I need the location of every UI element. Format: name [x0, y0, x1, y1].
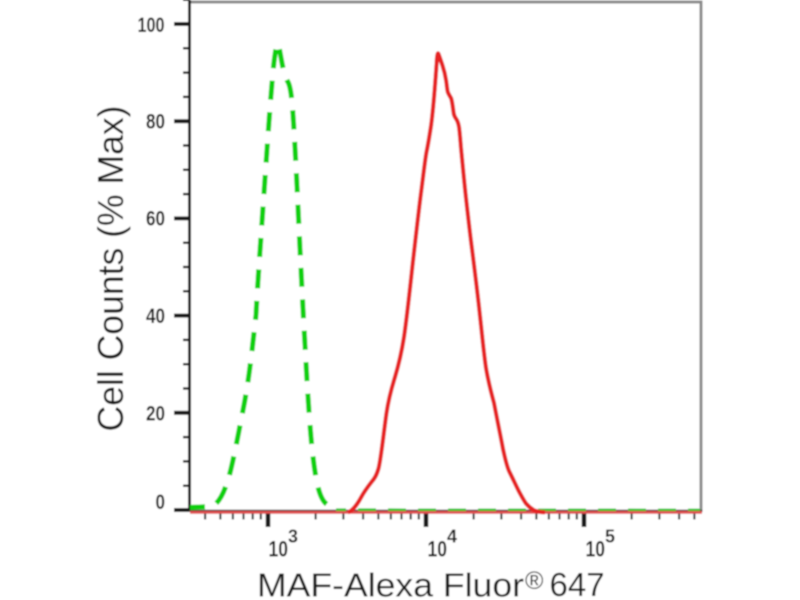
- svg-text:MAF-Alexa Fluor: MAF-Alexa Fluor: [257, 567, 524, 600]
- svg-text:20: 20: [146, 403, 165, 426]
- svg-text:10: 10: [269, 537, 289, 562]
- svg-text:100: 100: [138, 14, 165, 37]
- svg-text:5: 5: [605, 526, 615, 547]
- svg-text:60: 60: [146, 208, 165, 231]
- svg-text:4: 4: [447, 526, 458, 547]
- svg-text:3: 3: [288, 526, 298, 547]
- svg-text:10: 10: [428, 537, 448, 562]
- svg-text:Cell Counts (% Max): Cell Counts (% Max): [90, 106, 131, 432]
- svg-text:40: 40: [146, 305, 165, 328]
- svg-text:0: 0: [156, 491, 166, 514]
- svg-text:10: 10: [586, 537, 606, 562]
- svg-text:®: ®: [525, 567, 544, 595]
- svg-text:80: 80: [146, 111, 165, 134]
- svg-text:647: 647: [550, 566, 605, 600]
